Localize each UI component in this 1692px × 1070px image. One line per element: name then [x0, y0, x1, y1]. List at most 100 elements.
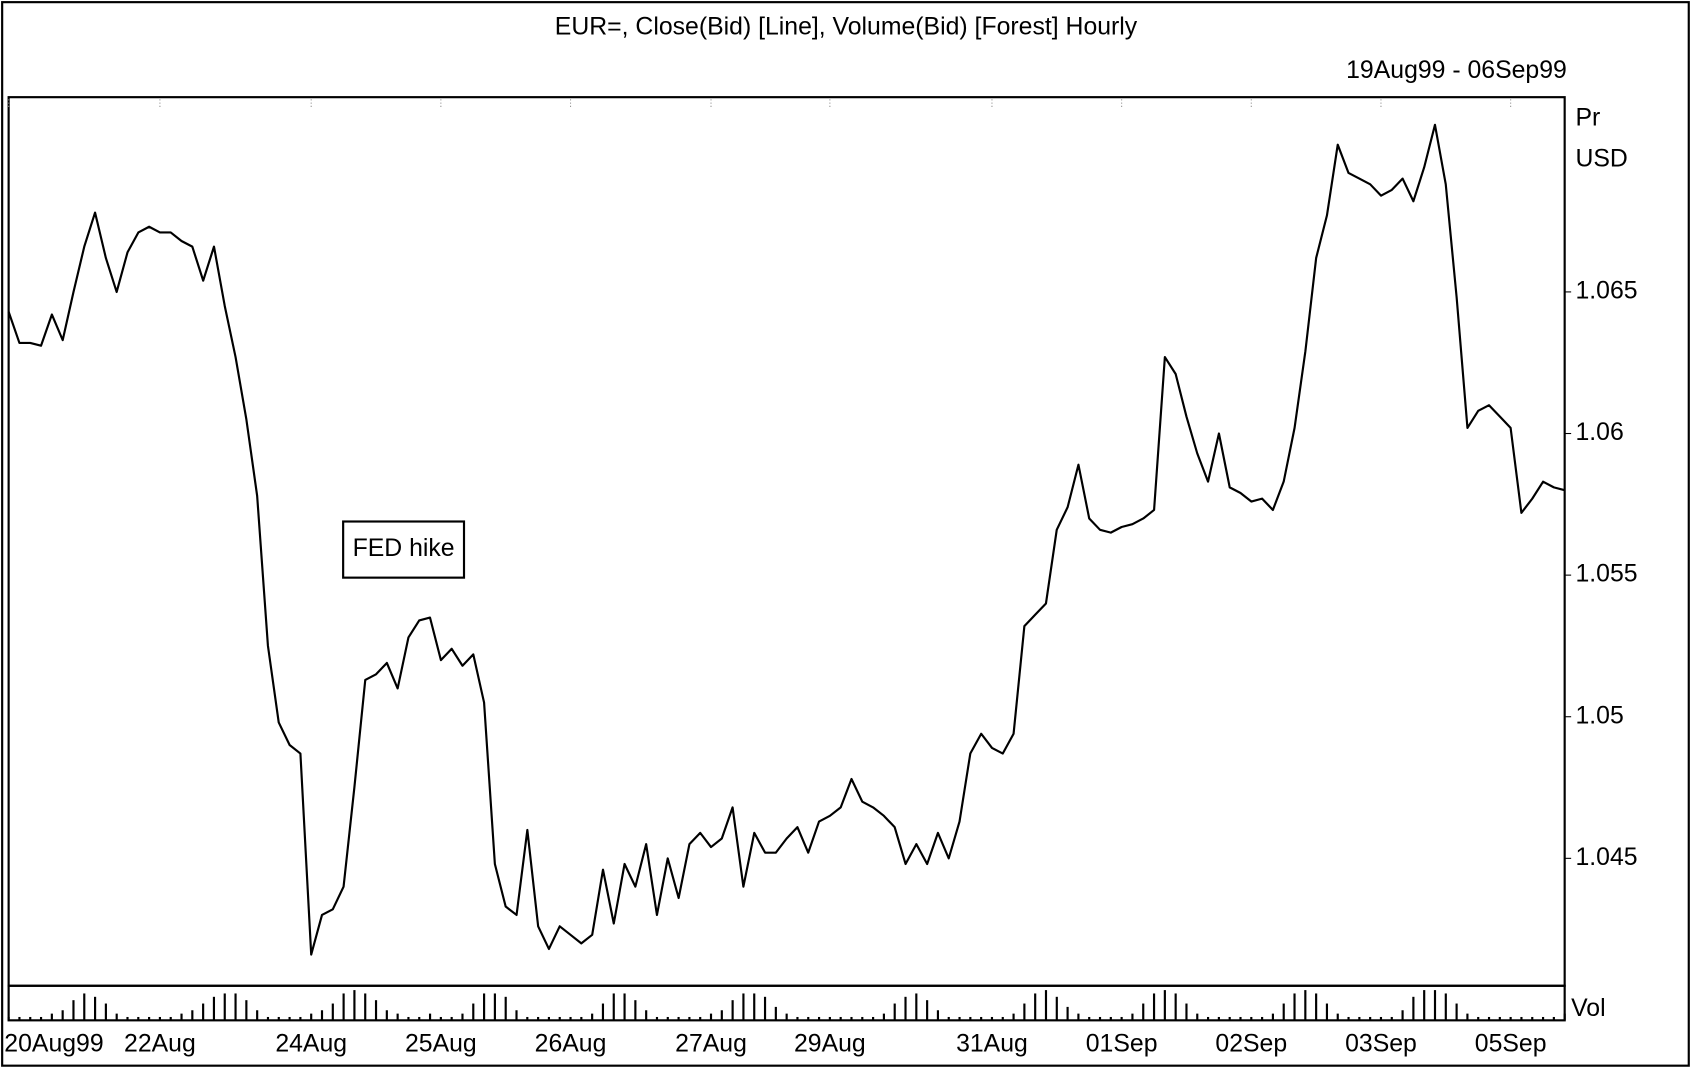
volume-bar	[980, 1016, 983, 1021]
volume-bar	[277, 1016, 280, 1021]
volume-bar	[115, 1013, 118, 1021]
volume-bar	[256, 1010, 259, 1021]
volume-bar	[1088, 1016, 1091, 1021]
volume-bar	[807, 1016, 810, 1021]
volume-bar	[1066, 1006, 1069, 1021]
volume-bar	[320, 1010, 324, 1021]
volume-bar	[612, 993, 615, 1021]
volume-bar	[29, 1016, 32, 1021]
volume-bar	[1466, 1013, 1469, 1021]
x-tick-label: 01Sep	[1086, 1031, 1158, 1058]
volume-bar	[104, 1003, 107, 1021]
volume-bar	[969, 1016, 972, 1021]
volume-bar	[1142, 1003, 1145, 1021]
volume-bar	[1531, 1016, 1534, 1021]
y-tick-label: 1.06	[1575, 419, 1623, 446]
volume-bar	[374, 1000, 378, 1021]
volume-bar	[1433, 990, 1437, 1021]
volume-bar	[515, 1010, 518, 1021]
volume-bar	[1152, 993, 1156, 1021]
volume-bar	[1379, 1016, 1383, 1021]
volume-bar	[709, 1013, 713, 1021]
volume-label: Vol	[1571, 995, 1605, 1022]
volume-bar	[634, 1000, 637, 1021]
volume-bar	[666, 1016, 669, 1021]
volume-bar	[1228, 1016, 1231, 1021]
volume-bar	[591, 1013, 594, 1021]
volume-bar	[742, 993, 745, 1021]
volume-bar	[266, 1016, 270, 1021]
volume-bar	[18, 1016, 21, 1021]
volume-bar	[1163, 990, 1166, 1021]
volume-bar	[1412, 996, 1415, 1021]
volume-bar	[558, 1016, 561, 1021]
volume-bar	[364, 993, 367, 1021]
volume-bar	[439, 1016, 442, 1021]
volume-bar	[785, 1013, 788, 1021]
date-range: 19Aug99 - 06Sep99	[1346, 57, 1567, 84]
volume-bar	[72, 1000, 75, 1021]
volume-bar	[1390, 1016, 1393, 1021]
volume-bar	[1369, 1016, 1372, 1021]
volume-bar	[828, 1016, 831, 1021]
volume-bar	[1347, 1016, 1350, 1021]
volume-bar	[483, 993, 486, 1021]
volume-bar	[450, 1016, 453, 1021]
volume-bar	[1282, 1003, 1285, 1021]
y-tick-label: 1.05	[1575, 702, 1623, 729]
volume-bar	[547, 1016, 551, 1021]
volume-bar	[1044, 990, 1048, 1021]
volume-bar	[1271, 1013, 1274, 1021]
volume-bar	[1034, 993, 1037, 1021]
volume-bar	[936, 1010, 940, 1021]
volume-bar	[645, 1010, 648, 1021]
y-tick-label: 1.045	[1575, 844, 1637, 871]
volume-bar	[720, 1010, 723, 1021]
volume-bar	[861, 1016, 864, 1021]
x-tick-label: 22Aug	[124, 1031, 196, 1058]
volume-bar	[1217, 1016, 1220, 1021]
annotation: FED hike	[353, 535, 455, 562]
volume-bar	[418, 1016, 421, 1021]
volume-bar	[126, 1016, 129, 1021]
volume-bar	[699, 1016, 702, 1021]
volume-bar	[1563, 1013, 1566, 1021]
volume-bar	[94, 996, 97, 1021]
volume-bar	[461, 1013, 464, 1021]
volume-bar	[1120, 1016, 1123, 1021]
volume-bar	[212, 996, 216, 1021]
volume-bar	[407, 1016, 410, 1021]
volume-bar	[753, 993, 756, 1021]
volume-bar	[83, 993, 86, 1021]
volume-bar	[180, 1013, 183, 1021]
volume-bar	[342, 993, 345, 1021]
volume-bar	[1012, 1013, 1015, 1021]
volume-bar	[310, 1013, 313, 1021]
volume-bar	[537, 1016, 540, 1021]
volume-bar	[839, 1016, 842, 1021]
volume-bar	[1023, 1003, 1026, 1021]
volume-bar	[882, 1013, 885, 1021]
volume-bar	[472, 1003, 475, 1021]
volume-bar	[1552, 1016, 1555, 1021]
volume-bar	[1325, 1003, 1329, 1021]
y-axis-label: USD	[1575, 145, 1627, 172]
volume-bar	[288, 1016, 291, 1021]
volume-bar	[569, 1016, 572, 1021]
volume-bar	[1509, 1016, 1512, 1021]
volume-bar	[1239, 1016, 1242, 1021]
x-tick-label: 02Sep	[1215, 1031, 1287, 1058]
volume-bar	[763, 996, 767, 1021]
volume-bar	[850, 1016, 853, 1021]
volume-bar	[191, 1010, 194, 1021]
x-tick-label: 25Aug	[405, 1031, 477, 1058]
x-tick-label: 27Aug	[675, 1031, 747, 1058]
volume-bar	[385, 1010, 388, 1021]
volume-bar	[1477, 1016, 1480, 1021]
price-line	[7, 123, 1565, 956]
x-tick-label: 31Aug	[956, 1031, 1028, 1058]
volume-bar	[299, 1016, 302, 1021]
volume-bar	[1444, 993, 1447, 1021]
